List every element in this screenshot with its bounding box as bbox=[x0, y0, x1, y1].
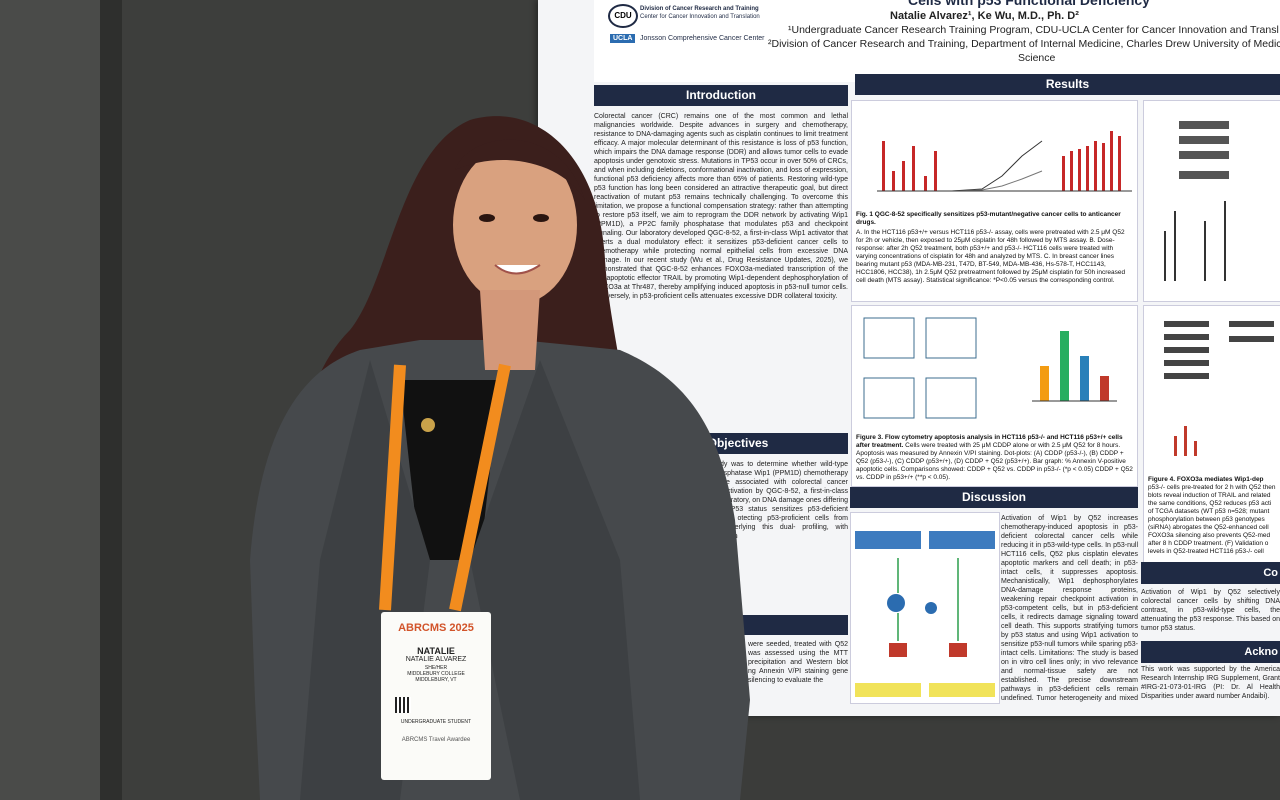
eye bbox=[479, 214, 495, 222]
section-header: Discussion bbox=[850, 487, 1138, 508]
face bbox=[453, 145, 577, 305]
caption-text: p53-/- cells pre-treated for 2 h with Q5… bbox=[1148, 484, 1276, 555]
figure-panel: Figure 4. FOXO3a mediates Wip1-dep p53-/… bbox=[1143, 305, 1280, 567]
figure-panel: Fig. 1 QGC-8-52 specifically sensitizes … bbox=[851, 100, 1138, 302]
poster-header bbox=[594, 0, 1280, 82]
caption-title: Figure 3. Flow cytometry apoptosis analy… bbox=[856, 434, 1123, 449]
logo: UCLA bbox=[610, 34, 636, 43]
affiliation: ²Division of Cancer Research and Trainin… bbox=[768, 38, 1280, 50]
badge-location: MIDDLEBURY, VT bbox=[415, 677, 457, 683]
badge-ribbon: ABRCMS Travel Awardee bbox=[401, 737, 471, 743]
affiliation: Science bbox=[1018, 52, 1056, 64]
figure-caption: Figure 3. Flow cytometry apoptosis analy… bbox=[856, 434, 1133, 484]
figure-panel: Figure 3. Flow cytometry apoptosis analy… bbox=[851, 305, 1138, 487]
section-header: Ackno bbox=[1141, 641, 1280, 663]
lapel bbox=[470, 360, 640, 800]
paragraph: Colorectal cancer (CRC) remains one of t… bbox=[594, 113, 848, 300]
necklace-pendant bbox=[421, 418, 435, 432]
paragraph: This work was supported by the America R… bbox=[1141, 666, 1280, 700]
section-header: Introduction bbox=[594, 85, 848, 106]
badge-role: UNDERGRADUATE STUDENT bbox=[400, 719, 472, 725]
figure-graphic bbox=[1164, 321, 1274, 456]
figure-caption: A. In the HCT116 p53+/+ versus HCT116 p5… bbox=[856, 229, 1126, 284]
affiliation: ¹Undergraduate Cancer Research Training … bbox=[788, 24, 1279, 36]
eye bbox=[533, 214, 549, 222]
caption-title: Figure 4. FOXO3a mediates Wip1-dep bbox=[1148, 476, 1264, 483]
logo-text: Division of Cancer Research and Training bbox=[640, 6, 759, 12]
logo-text: Center for Cancer Innovation and Transla… bbox=[640, 14, 760, 20]
authors: Natalie Alvarez¹, Ke Wu, M.D., Ph. D² bbox=[890, 10, 1079, 22]
section-header: Co bbox=[1141, 562, 1280, 584]
figure-graphic bbox=[863, 317, 1117, 419]
paragraph: were seeded, treated with Q52 was assess… bbox=[748, 641, 848, 684]
figure-caption: Fig. 1 QGC-8-52 specifically sensitizes … bbox=[856, 211, 1121, 226]
name-badge: ABRCMS 2025 NATALIE NATALIE ALVAREZ SHE/… bbox=[381, 612, 491, 780]
badge-full-name: NATALIE ALVAREZ bbox=[405, 656, 467, 663]
neck bbox=[480, 290, 540, 370]
pathway-graphic bbox=[855, 531, 995, 697]
paragraph: Activation of Wip1 by Q52 selectively co… bbox=[1141, 589, 1280, 632]
wall-seam bbox=[100, 0, 122, 800]
qr-code bbox=[395, 697, 411, 713]
caption-text: Cells were treated with 25 μM CDDP alone… bbox=[856, 442, 1133, 481]
badge-first-name: NATALIE bbox=[417, 646, 455, 656]
logo-text: Jonsson Comprehensive Cancer Center bbox=[640, 35, 765, 42]
hair-fringe bbox=[455, 139, 585, 200]
figure-caption: Figure 4. FOXO3a mediates Wip1-dep p53-/… bbox=[1148, 476, 1277, 564]
badge-pronouns: SHE/HER bbox=[424, 665, 448, 671]
badge-event: ABRCMS 2025 bbox=[398, 622, 474, 634]
wall-panel bbox=[0, 0, 110, 800]
poster-title: Cells with p53 Functional Deficiency bbox=[908, 0, 1150, 8]
smile bbox=[494, 264, 541, 275]
poster: Cells with p53 Functional Deficiency CDU… bbox=[538, 0, 1280, 716]
logo: CDU bbox=[608, 4, 638, 28]
diagram bbox=[850, 512, 1000, 704]
figure-graphic bbox=[877, 131, 1132, 192]
figure-panel bbox=[1143, 100, 1280, 302]
badge-institution: MIDDLEBURY COLLEGE bbox=[407, 671, 465, 677]
section-header: Results bbox=[855, 74, 1280, 95]
paragraph: Activation of Wip1 by Q52 increases chem… bbox=[1001, 515, 1138, 702]
lanyard bbox=[379, 363, 511, 612]
figure-graphic bbox=[1164, 121, 1229, 281]
